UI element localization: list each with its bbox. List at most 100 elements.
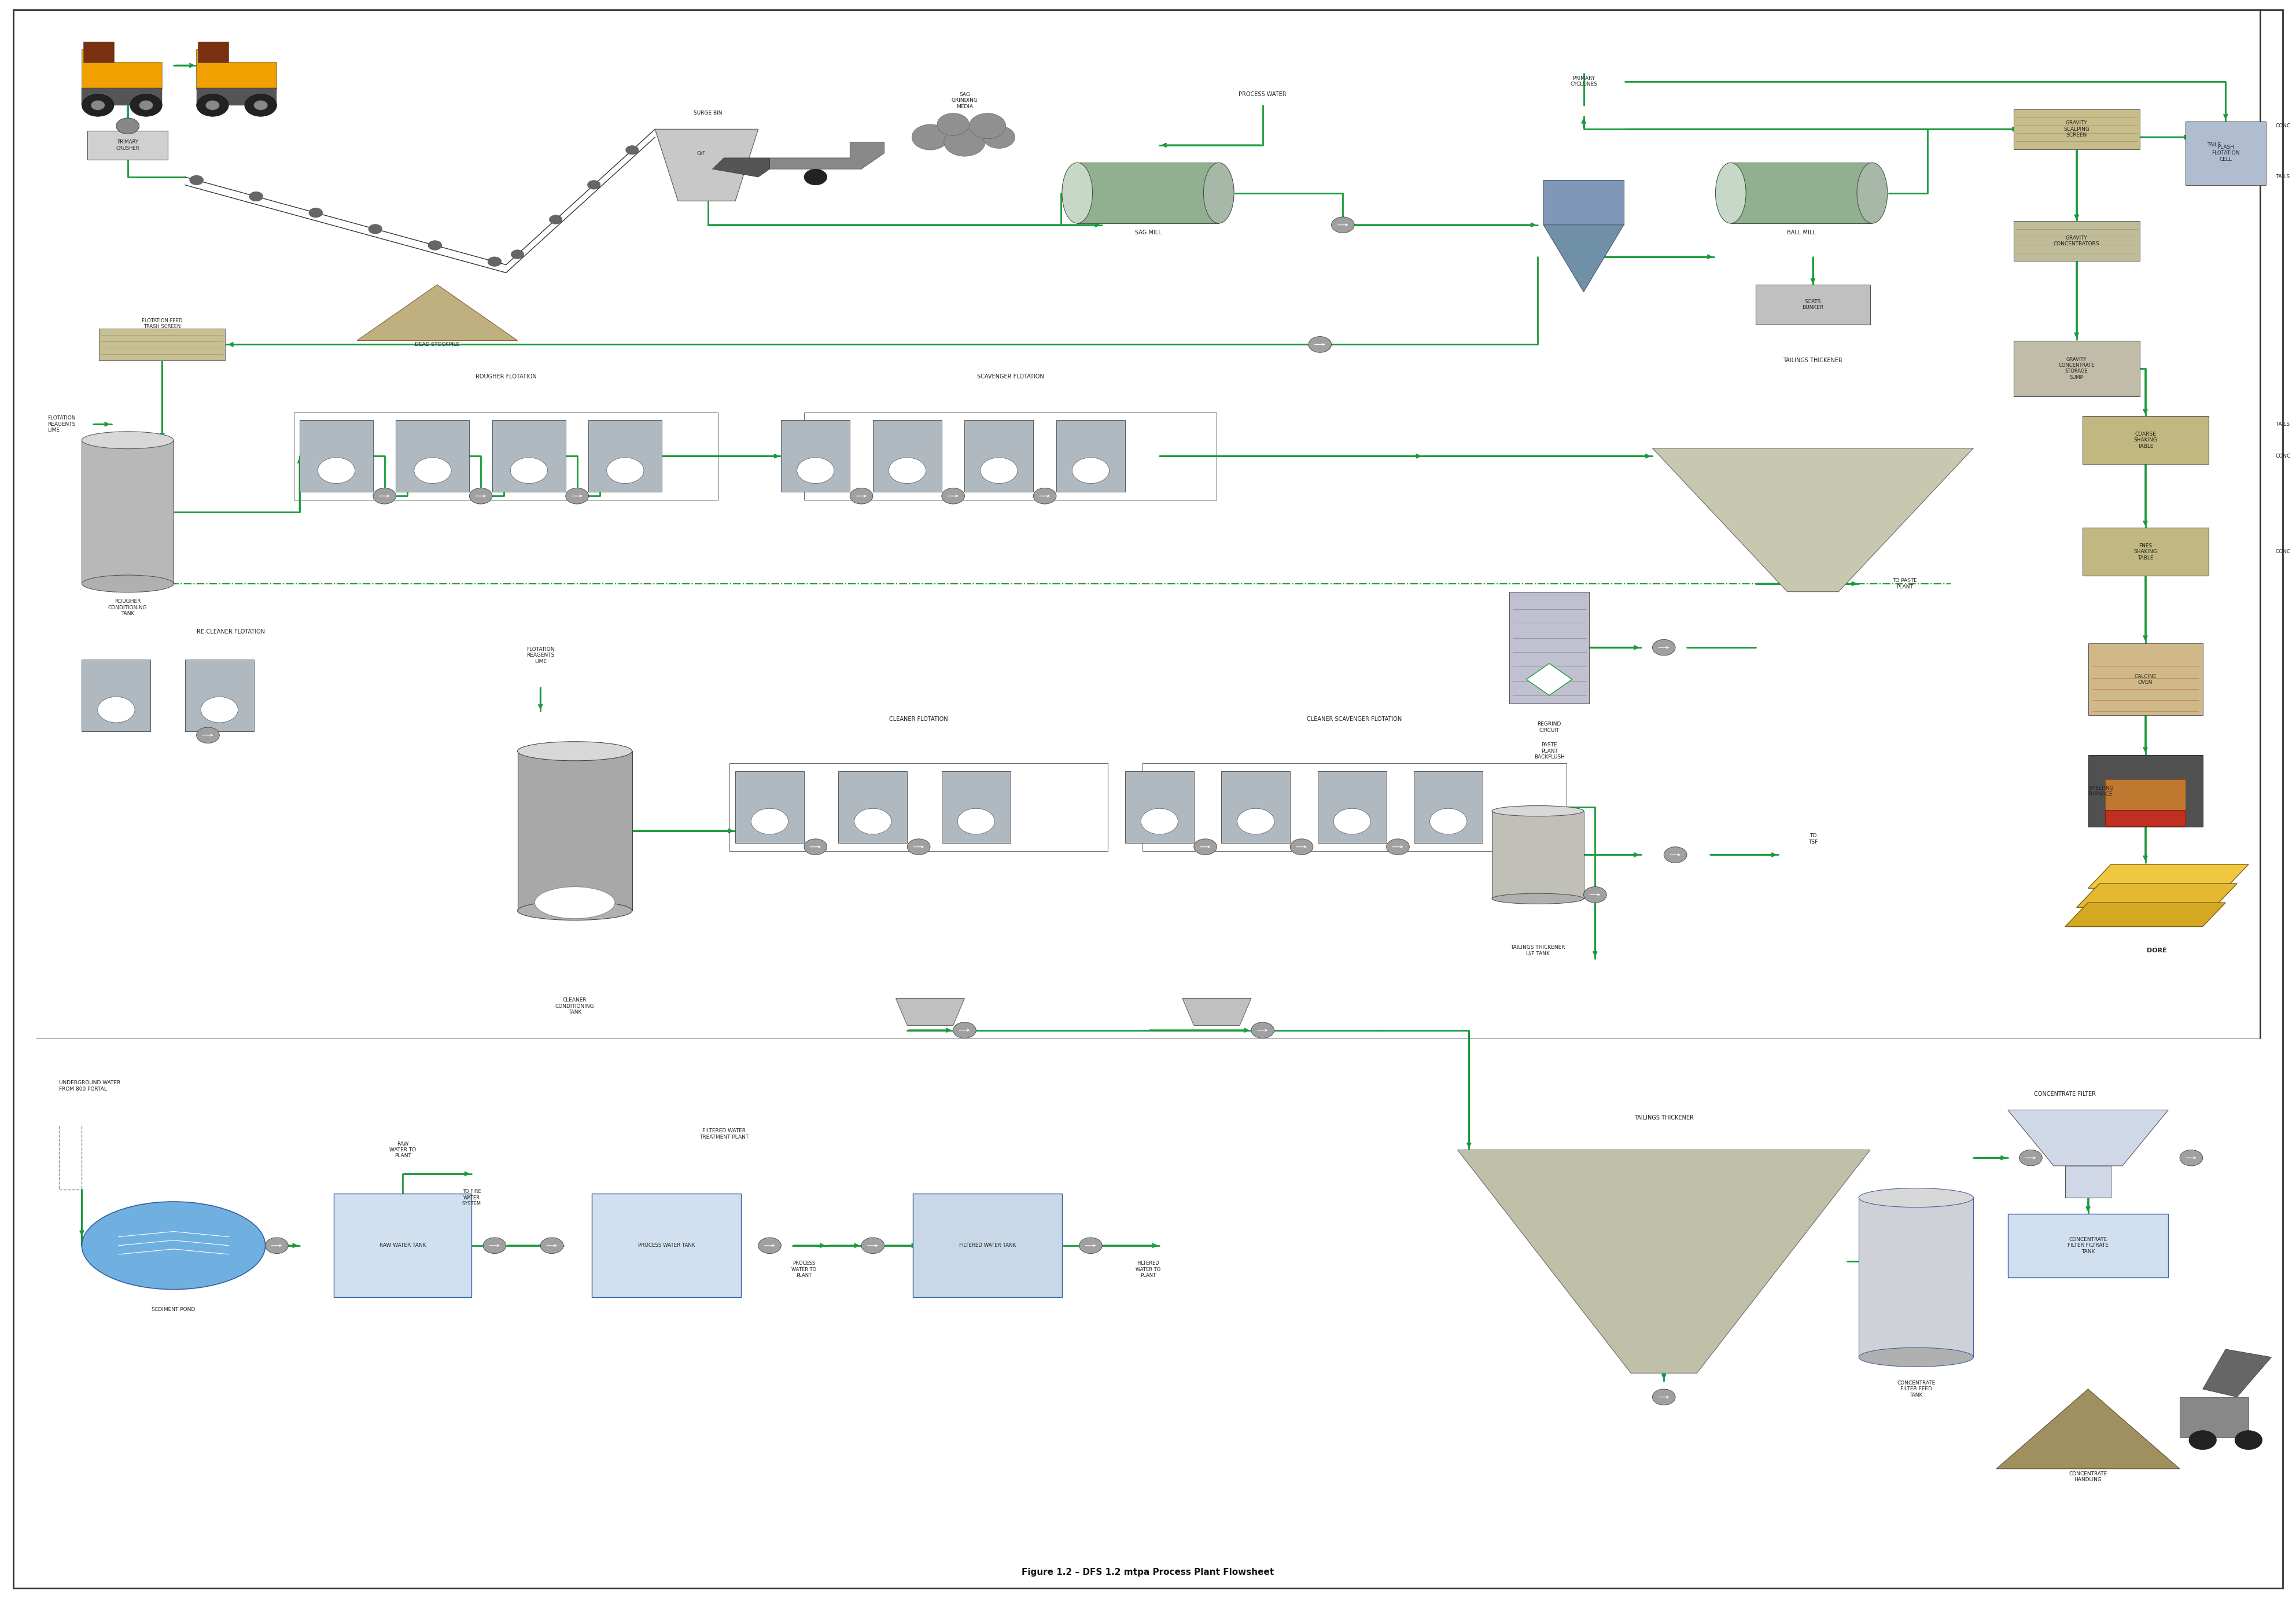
Circle shape (92, 101, 106, 110)
Circle shape (1309, 337, 1332, 353)
Bar (2179, 1397, 2248, 1437)
Circle shape (427, 241, 441, 251)
Ellipse shape (1715, 163, 1745, 224)
Text: DORÉ: DORÉ (2147, 948, 2167, 954)
Circle shape (969, 113, 1006, 139)
Bar (2082, 415, 2209, 463)
Polygon shape (1653, 447, 1972, 591)
Bar (1221, 772, 1290, 842)
Bar (914, 1194, 1063, 1298)
Bar (735, 772, 804, 842)
Circle shape (1251, 1023, 1274, 1039)
Circle shape (627, 145, 638, 155)
Circle shape (310, 208, 324, 217)
Circle shape (1430, 809, 1467, 834)
Polygon shape (83, 50, 163, 89)
Ellipse shape (1492, 893, 1584, 904)
Circle shape (1334, 809, 1371, 834)
Bar (395, 420, 468, 492)
Circle shape (1332, 217, 1355, 233)
Bar (1056, 420, 1125, 492)
Ellipse shape (1860, 1347, 1972, 1366)
Circle shape (117, 118, 140, 134)
Circle shape (140, 101, 154, 110)
Circle shape (549, 216, 563, 224)
Bar (1508, 591, 1589, 703)
Bar (1318, 772, 1387, 842)
Circle shape (246, 94, 278, 117)
Bar (83, 88, 163, 105)
Bar (2105, 810, 2186, 826)
Ellipse shape (1203, 163, 1233, 224)
Bar (2087, 756, 2202, 826)
Circle shape (804, 839, 827, 855)
Circle shape (2234, 1430, 2262, 1449)
Circle shape (372, 487, 395, 503)
Circle shape (2018, 1151, 2041, 1167)
Circle shape (540, 1237, 563, 1253)
Text: COARSE
SHAKING
TABLE: COARSE SHAKING TABLE (2133, 431, 2158, 449)
Text: CONCENTRATE
FILTER FEED
TANK: CONCENTRATE FILTER FEED TANK (1896, 1381, 1936, 1398)
Text: FLOTATION
REAGENTS
LIME: FLOTATION REAGENTS LIME (526, 647, 553, 665)
Ellipse shape (83, 1202, 266, 1290)
Circle shape (2188, 1430, 2216, 1449)
Polygon shape (2064, 903, 2225, 927)
Circle shape (197, 94, 230, 117)
Ellipse shape (83, 575, 174, 593)
Bar (2082, 527, 2209, 575)
Polygon shape (2007, 1111, 2167, 1167)
Circle shape (937, 113, 969, 136)
Ellipse shape (83, 431, 174, 449)
Bar (592, 1194, 742, 1298)
Bar (2064, 1167, 2110, 1197)
Circle shape (200, 697, 239, 722)
Bar (2087, 644, 2202, 716)
Circle shape (1033, 487, 1056, 503)
Polygon shape (654, 129, 758, 201)
Text: GRAVITY
CONCENTRATE
STORAGE
SUMP: GRAVITY CONCENTRATE STORAGE SUMP (2060, 356, 2094, 380)
Text: PROCESS WATER: PROCESS WATER (1240, 91, 1286, 97)
Circle shape (510, 457, 546, 483)
Bar (2014, 109, 2140, 149)
Text: TAILINGS THICKENER
U/F TANK: TAILINGS THICKENER U/F TANK (1511, 944, 1566, 956)
Bar (301, 420, 372, 492)
Circle shape (413, 457, 452, 483)
Circle shape (468, 487, 491, 503)
Text: PROCESS WATER TANK: PROCESS WATER TANK (638, 1243, 696, 1248)
Bar (1143, 764, 1566, 850)
Text: CALCINE
OVEN: CALCINE OVEN (2135, 674, 2156, 686)
Bar (294, 412, 719, 500)
Circle shape (99, 697, 135, 722)
Text: CONCENTRATE FILTER: CONCENTRATE FILTER (2034, 1091, 2096, 1096)
Circle shape (487, 257, 501, 267)
Polygon shape (83, 42, 115, 62)
Polygon shape (197, 50, 278, 89)
Text: SAG
GRINDING
MEDIA: SAG GRINDING MEDIA (951, 91, 978, 109)
Text: TAILINGS THICKENER: TAILINGS THICKENER (1635, 1115, 1694, 1120)
Text: SURGE BIN: SURGE BIN (693, 110, 723, 115)
Text: SCAVENGER FLOTATION: SCAVENGER FLOTATION (978, 374, 1045, 379)
Ellipse shape (517, 741, 631, 761)
Circle shape (889, 457, 925, 483)
Ellipse shape (535, 887, 615, 919)
Ellipse shape (1857, 163, 1887, 224)
Text: FLOTATION FEED
TRASH SCREEN: FLOTATION FEED TRASH SCREEN (142, 318, 181, 329)
Circle shape (2179, 1151, 2202, 1167)
Circle shape (1387, 839, 1410, 855)
Circle shape (191, 176, 204, 185)
Text: FILTERED WATER
TREATMENT PLANT: FILTERED WATER TREATMENT PLANT (700, 1128, 748, 1139)
Text: TAILS: TAILS (2206, 142, 2220, 147)
Bar (1492, 810, 1584, 898)
Polygon shape (2076, 884, 2236, 908)
Circle shape (861, 1237, 884, 1253)
Bar (83, 660, 152, 732)
Text: TAILS: TAILS (2275, 422, 2289, 427)
Ellipse shape (1860, 1189, 1972, 1206)
Bar (2007, 1213, 2167, 1277)
Text: DEAD STOCKPILE: DEAD STOCKPILE (416, 342, 459, 347)
Text: CLEANER
CONDITIONING
TANK: CLEANER CONDITIONING TANK (556, 997, 595, 1015)
Polygon shape (1543, 225, 1623, 292)
Text: FILTERED
WATER TO
PLANT: FILTERED WATER TO PLANT (1137, 1261, 1159, 1278)
Circle shape (980, 457, 1017, 483)
Circle shape (131, 94, 163, 117)
